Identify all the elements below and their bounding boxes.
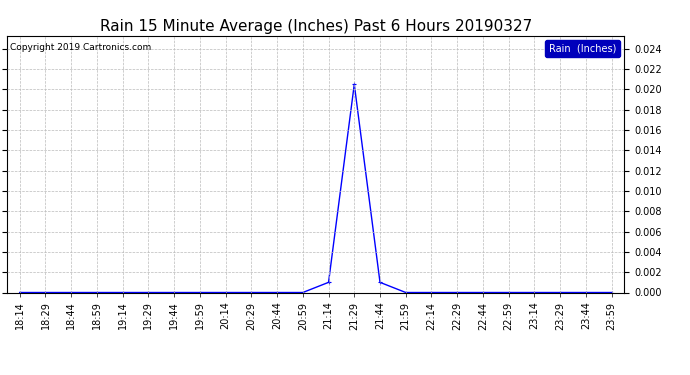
Title: Rain 15 Minute Average (Inches) Past 6 Hours 20190327: Rain 15 Minute Average (Inches) Past 6 H… — [99, 20, 532, 34]
Legend: Rain  (Inches): Rain (Inches) — [545, 40, 620, 57]
Text: Copyright 2019 Cartronics.com: Copyright 2019 Cartronics.com — [10, 44, 151, 52]
